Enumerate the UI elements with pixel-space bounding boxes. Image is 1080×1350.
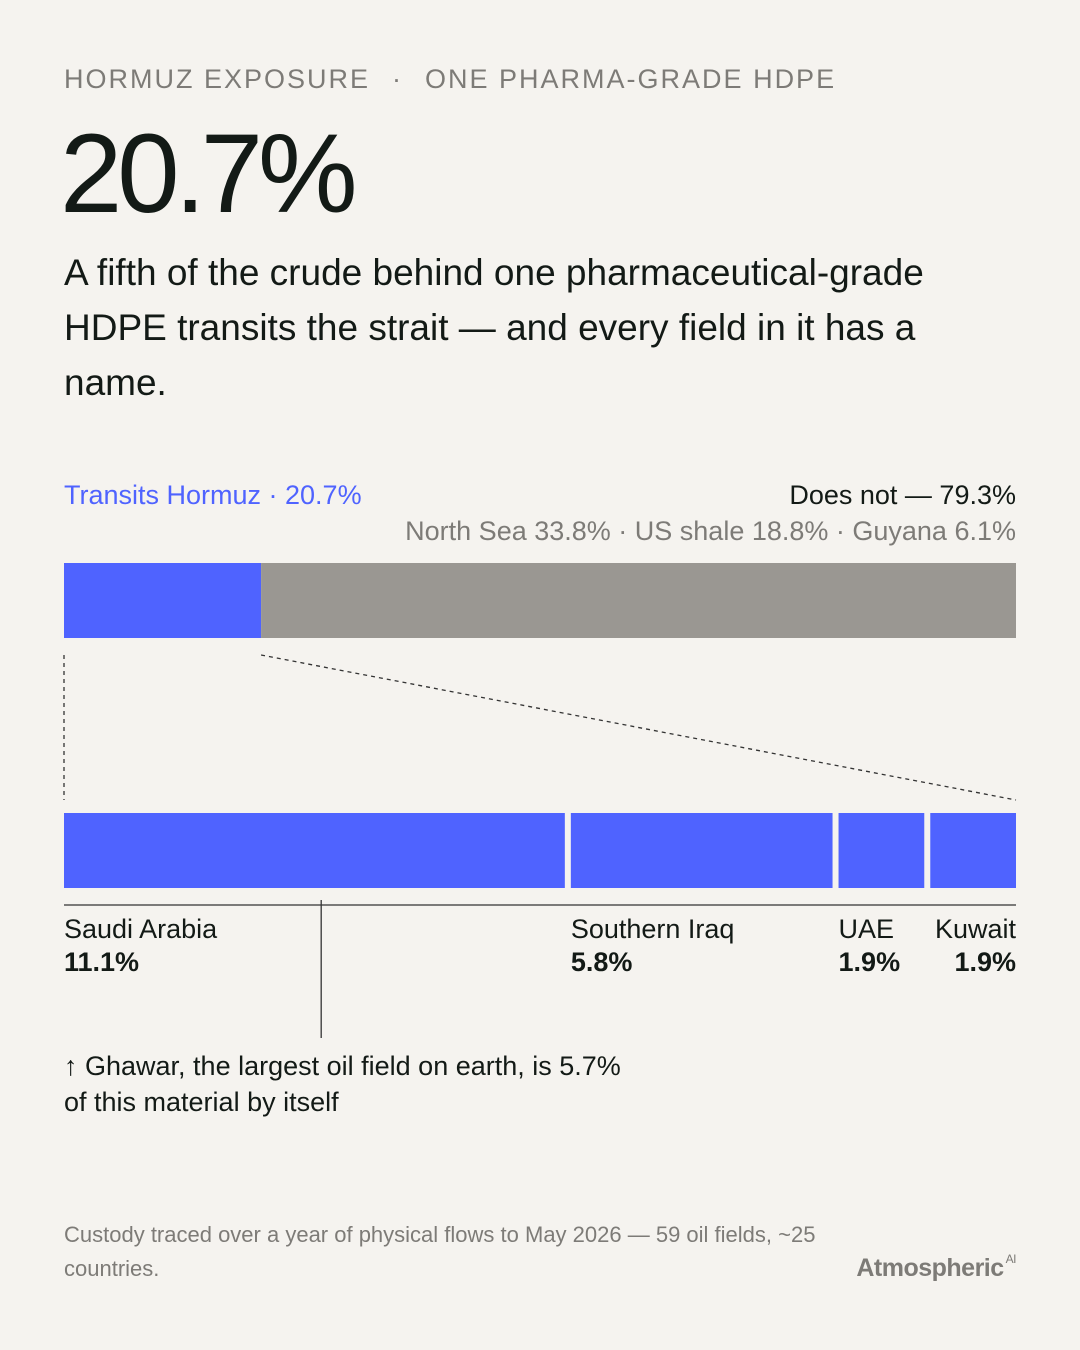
- segment-uae: [838, 813, 925, 888]
- hormuz-share-label: Transits Hormuz · 20.7%: [64, 480, 362, 510]
- country-label-kuwait: Kuwait 1.9%: [935, 914, 1016, 978]
- ghawar-annotation: ↑ Ghawar, the largest oil field on earth…: [64, 1048, 624, 1120]
- segment-kuwait: [930, 813, 1016, 888]
- country-label-saudi-arabia: Saudi Arabia 11.1%: [64, 914, 217, 978]
- kicker-left: HORMUZ EXPOSURE: [64, 64, 371, 94]
- country-label-southern-iraq: Southern Iraq 5.8%: [571, 914, 735, 978]
- brand-logo: Atmospheric AI: [856, 1252, 1017, 1283]
- zoom-connector-right: [260, 654, 1017, 801]
- country-name: Saudi Arabia: [64, 914, 218, 944]
- country-name: Kuwait: [934, 914, 1016, 944]
- kicker-separator: ·: [392, 64, 404, 94]
- ghawar-annotation-text: ↑ Ghawar, the largest oil field on earth…: [64, 1051, 621, 1117]
- kicker: HORMUZ EXPOSURE · ONE PHARMA-GRADE HDPE: [64, 64, 836, 95]
- country-name: UAE: [838, 914, 895, 944]
- subhead: A fifth of the crude behind one pharmace…: [64, 252, 924, 403]
- country-name: Southern Iraq: [570, 914, 735, 944]
- non-hormuz-breakdown-label: North Sea 33.8% · US shale 18.8% · Guyan…: [405, 516, 1016, 546]
- country-label-uae: UAE 1.9%: [839, 914, 901, 978]
- non-hormuz-share-label: Does not — 79.3%: [789, 480, 1016, 510]
- kicker-right: ONE PHARMA-GRADE HDPE: [425, 64, 837, 94]
- headline-figure: 20.7%: [60, 111, 358, 236]
- country-value: 1.9%: [954, 947, 1016, 977]
- country-value: 11.1%: [64, 947, 140, 977]
- bar-does-not-transit: [261, 563, 1017, 638]
- segment-southern-iraq: [570, 813, 833, 888]
- country-value: 1.9%: [838, 947, 901, 977]
- bar-transits-hormuz: [64, 563, 262, 638]
- source-footnote: Custody traced over a year of physical f…: [64, 1222, 816, 1281]
- brand-suffix: AI: [1005, 1252, 1017, 1266]
- brand-name: Atmospheric: [856, 1254, 1004, 1282]
- country-value: 5.8%: [570, 947, 633, 977]
- segment-saudi-arabia: [64, 813, 565, 888]
